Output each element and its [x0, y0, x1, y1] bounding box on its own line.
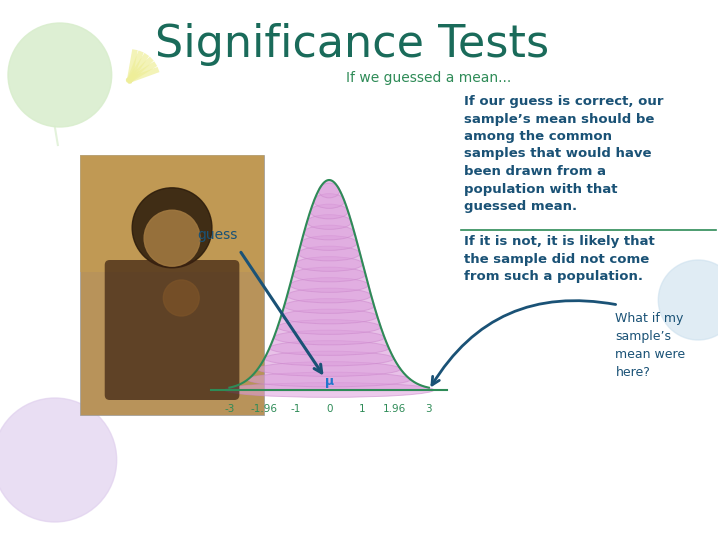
- Text: -1: -1: [291, 404, 301, 414]
- Ellipse shape: [284, 299, 374, 313]
- Circle shape: [0, 398, 117, 522]
- Ellipse shape: [248, 372, 410, 387]
- FancyBboxPatch shape: [80, 155, 264, 272]
- Text: What if my
sample’s
mean were
here?: What if my sample’s mean were here?: [616, 312, 685, 379]
- Circle shape: [8, 23, 112, 127]
- Text: If it is not, it is likely that
the sample did not come
from such a population.: If it is not, it is likely that the samp…: [464, 235, 654, 283]
- Text: Significance Tests: Significance Tests: [155, 24, 549, 66]
- Text: -3: -3: [224, 404, 235, 414]
- Ellipse shape: [293, 267, 366, 282]
- Ellipse shape: [307, 214, 351, 230]
- Circle shape: [132, 188, 212, 268]
- Ellipse shape: [269, 341, 389, 355]
- Text: If we guessed a mean...: If we guessed a mean...: [346, 71, 511, 85]
- Ellipse shape: [290, 278, 369, 292]
- Ellipse shape: [318, 183, 340, 198]
- Ellipse shape: [258, 362, 400, 376]
- Text: μ: μ: [325, 375, 333, 388]
- Ellipse shape: [264, 351, 394, 366]
- Circle shape: [658, 260, 720, 340]
- Text: 1.96: 1.96: [382, 404, 406, 414]
- Ellipse shape: [281, 309, 377, 324]
- Text: 3: 3: [426, 404, 432, 414]
- Ellipse shape: [301, 235, 357, 251]
- Ellipse shape: [298, 246, 360, 261]
- Text: guess: guess: [197, 228, 238, 242]
- Text: 0: 0: [326, 404, 333, 414]
- Text: 1: 1: [359, 404, 366, 414]
- Circle shape: [144, 210, 200, 266]
- FancyBboxPatch shape: [104, 260, 239, 400]
- Ellipse shape: [274, 330, 384, 345]
- Ellipse shape: [225, 383, 434, 397]
- Ellipse shape: [295, 256, 363, 271]
- Text: If our guess is correct, our
sample’s mean should be
among the common
samples th: If our guess is correct, our sample’s me…: [464, 95, 663, 213]
- Circle shape: [163, 280, 199, 316]
- Text: -1.96: -1.96: [251, 404, 277, 414]
- Ellipse shape: [304, 225, 354, 240]
- Ellipse shape: [287, 288, 371, 303]
- FancyBboxPatch shape: [80, 155, 264, 415]
- Ellipse shape: [310, 204, 348, 219]
- Ellipse shape: [277, 320, 381, 334]
- Ellipse shape: [314, 194, 344, 208]
